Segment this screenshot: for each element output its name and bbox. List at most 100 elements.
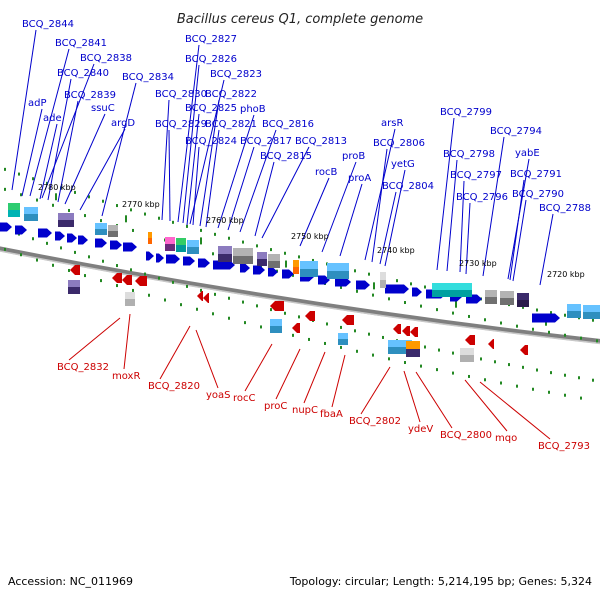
forward-gene-label[interactable]: BCQ_2824 — [185, 136, 237, 147]
reverse-gene-label[interactable]: fbaA — [320, 409, 343, 420]
forward-gene-arrow[interactable] — [123, 242, 137, 252]
feature-block[interactable] — [95, 223, 107, 235]
forward-gene-label[interactable]: BCQ_2788 — [539, 203, 591, 214]
reverse-gene-arrow[interactable] — [203, 293, 209, 303]
feature-block[interactable] — [517, 293, 529, 307]
forward-gene-arrow[interactable] — [55, 231, 65, 241]
feature-block[interactable] — [388, 340, 412, 354]
feature-block[interactable] — [125, 292, 135, 306]
feature-block[interactable] — [327, 263, 349, 279]
feature-block[interactable] — [268, 254, 280, 268]
forward-gene-label[interactable]: BCQ_2796 — [456, 192, 508, 203]
forward-gene-arrow[interactable] — [335, 277, 351, 287]
feature-block[interactable] — [500, 291, 514, 305]
reverse-gene-label[interactable]: moxR — [112, 371, 140, 382]
forward-gene-label[interactable]: BCQ_2797 — [450, 170, 502, 181]
feature-block[interactable] — [270, 319, 282, 333]
forward-gene-label[interactable]: proA — [348, 173, 371, 184]
forward-gene-label[interactable]: BCQ_2840 — [57, 68, 109, 79]
forward-gene-arrow[interactable] — [166, 254, 180, 264]
feature-block[interactable] — [165, 237, 175, 251]
forward-gene-arrow[interactable] — [95, 238, 107, 248]
reverse-gene-label[interactable]: mqo — [495, 433, 517, 444]
forward-gene-arrow[interactable] — [385, 284, 409, 294]
forward-gene-label[interactable]: BCQ_2817 — [240, 136, 292, 147]
forward-gene-arrow[interactable] — [110, 240, 122, 250]
forward-gene-arrow[interactable] — [38, 228, 52, 238]
reverse-gene-label[interactable]: BCQ_2820 — [148, 381, 200, 392]
forward-gene-arrow[interactable] — [15, 225, 27, 235]
forward-gene-label[interactable]: phoB — [240, 104, 266, 115]
forward-gene-label[interactable]: BCQ_2794 — [490, 126, 542, 137]
forward-gene-label[interactable]: BCQ_2841 — [55, 38, 107, 49]
forward-gene-label[interactable]: adP — [28, 98, 47, 109]
reverse-gene-arrow[interactable] — [197, 291, 203, 301]
reverse-gene-arrow[interactable] — [122, 275, 132, 285]
feature-block[interactable] — [24, 207, 38, 221]
forward-gene-label[interactable]: ssuC — [91, 103, 115, 114]
forward-gene-arrow[interactable] — [532, 313, 560, 323]
feature-block[interactable] — [218, 246, 232, 262]
forward-gene-label[interactable]: argD — [111, 118, 135, 129]
reverse-gene-label[interactable]: BCQ_2800 — [440, 430, 492, 441]
forward-gene-arrow[interactable] — [67, 233, 77, 243]
forward-gene-label[interactable]: BCQ_2798 — [443, 149, 495, 160]
reverse-gene-arrow[interactable] — [112, 273, 122, 283]
forward-gene-arrow[interactable] — [146, 251, 154, 261]
forward-gene-label[interactable]: arsR — [381, 118, 403, 129]
forward-gene-label[interactable]: BCQ_2822 — [205, 89, 257, 100]
reverse-gene-label[interactable]: rocC — [233, 393, 256, 404]
forward-gene-arrow[interactable] — [213, 260, 235, 270]
reverse-gene-arrow[interactable] — [305, 311, 315, 321]
reverse-gene-arrow[interactable] — [410, 327, 418, 337]
reverse-gene-arrow[interactable] — [520, 345, 528, 355]
forward-gene-label[interactable]: yetG — [391, 159, 415, 170]
forward-gene-label[interactable]: BCQ_2816 — [262, 119, 314, 130]
forward-gene-label[interactable]: BCQ_2827 — [185, 34, 237, 45]
forward-gene-label[interactable]: ade — [43, 113, 62, 124]
reverse-gene-label[interactable]: ydeV — [408, 424, 433, 435]
reverse-gene-arrow[interactable] — [135, 276, 147, 286]
forward-gene-arrow[interactable] — [253, 265, 265, 275]
forward-gene-arrow[interactable] — [240, 263, 250, 273]
reverse-gene-label[interactable]: yoaS — [206, 390, 231, 401]
forward-gene-arrow[interactable] — [183, 256, 195, 266]
forward-gene-arrow[interactable] — [356, 280, 370, 290]
reverse-gene-label[interactable]: BCQ_2832 — [57, 362, 109, 373]
forward-gene-label[interactable]: BCQ_2830 — [155, 89, 207, 100]
forward-gene-arrow[interactable] — [198, 258, 210, 268]
reverse-gene-label[interactable]: BCQ_2802 — [349, 416, 401, 427]
forward-gene-label[interactable]: BCQ_2799 — [440, 107, 492, 118]
feature-block[interactable] — [293, 260, 299, 274]
forward-gene-label[interactable]: BCQ_2821 — [205, 119, 257, 130]
reverse-gene-arrow[interactable] — [270, 301, 284, 311]
feature-block[interactable] — [187, 240, 199, 254]
reverse-gene-arrow[interactable] — [488, 339, 494, 349]
feature-block[interactable] — [406, 341, 420, 357]
feature-block[interactable] — [567, 304, 581, 318]
feature-block[interactable] — [58, 213, 74, 227]
feature-block[interactable] — [233, 248, 253, 264]
feature-block[interactable] — [148, 232, 152, 244]
forward-gene-arrow[interactable] — [0, 222, 12, 232]
reverse-gene-arrow[interactable] — [402, 326, 410, 336]
feature-block[interactable] — [460, 348, 474, 362]
forward-gene-arrow[interactable] — [156, 253, 164, 263]
forward-gene-arrow[interactable] — [282, 269, 294, 279]
feature-block[interactable] — [338, 333, 348, 345]
feature-block[interactable] — [300, 261, 318, 277]
reverse-gene-label[interactable]: proC — [264, 401, 287, 412]
forward-gene-label[interactable]: BCQ_2813 — [295, 136, 347, 147]
forward-gene-label[interactable]: BCQ_2838 — [80, 53, 132, 64]
feature-block[interactable] — [583, 305, 600, 319]
reverse-gene-arrow[interactable] — [465, 335, 475, 345]
forward-gene-arrow[interactable] — [78, 235, 88, 245]
forward-gene-arrow[interactable] — [268, 267, 278, 277]
forward-gene-label[interactable]: BCQ_2791 — [510, 169, 562, 180]
reverse-gene-label[interactable]: nupC — [292, 405, 318, 416]
feature-block[interactable] — [257, 252, 267, 266]
forward-gene-label[interactable]: BCQ_2826 — [185, 54, 237, 65]
forward-gene-label[interactable]: BCQ_2844 — [22, 19, 74, 30]
forward-gene-label[interactable]: BCQ_2829 — [155, 119, 207, 130]
forward-gene-label[interactable]: rocB — [315, 167, 338, 178]
